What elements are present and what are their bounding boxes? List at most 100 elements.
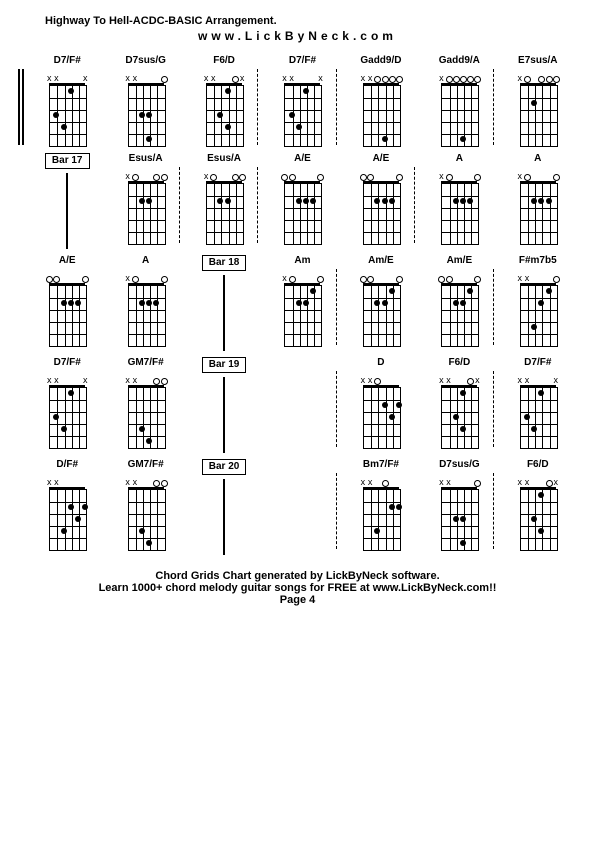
- chord-diagram: x: [277, 271, 327, 347]
- chord-cell: F#m7b5 xx: [501, 255, 575, 351]
- chord-label: A: [142, 255, 149, 269]
- chord-label: Gadd9/A: [439, 55, 480, 69]
- footer-page: Page 4: [10, 594, 585, 606]
- chord-label: D7/F#: [54, 55, 81, 69]
- chord-diagram: xx: [356, 71, 406, 147]
- chord-diagram: xx: [356, 475, 406, 551]
- chord-cell: Bm7/F# xx: [344, 459, 418, 555]
- chord-label: D: [377, 357, 384, 371]
- chord-label: F6/D: [449, 357, 471, 371]
- chord-label: Am/E: [447, 255, 473, 269]
- chord-cell: F6/D xxx: [422, 357, 496, 453]
- chord-cell: Ax: [501, 153, 575, 249]
- chord-label: A/E: [373, 153, 390, 167]
- footer-line2: Learn 1000+ chord melody guitar songs fo…: [10, 582, 585, 594]
- chord-label: D7sus/G: [125, 55, 166, 69]
- chord-label: D7/F#: [524, 357, 551, 371]
- chord-label: Bm7/F#: [363, 459, 399, 473]
- chord-diagram: xxx: [42, 71, 92, 147]
- bar-label: Bar 18: [202, 255, 247, 271]
- bar-label: Bar 17: [45, 153, 90, 169]
- chord-cell: GM7/F#xx: [108, 459, 182, 555]
- chord-cell: Am x: [265, 255, 339, 351]
- chord-diagram: xx: [42, 475, 92, 551]
- chord-cell: Dxx: [344, 357, 418, 453]
- chord-cell: GM7/F# xx: [108, 357, 182, 453]
- chord-label: Gadd9/D: [360, 55, 401, 69]
- chord-diagram: xx: [434, 475, 484, 551]
- chord-diagram: xx: [513, 271, 563, 347]
- bar-cell: Bar 19: [187, 357, 261, 453]
- chord-cell: Ax: [422, 153, 496, 249]
- chord-cell: A/E: [30, 255, 104, 351]
- chord-diagram: xx: [121, 373, 171, 449]
- chord-cell: D7/F# xxx: [30, 55, 104, 147]
- chord-cell: F6/D xxx: [501, 459, 575, 555]
- url-header: www.LickByNeck.com: [10, 29, 585, 43]
- chord-label: F#m7b5: [519, 255, 557, 269]
- chord-cell: D7/F# xxx: [30, 357, 104, 453]
- chord-label: A/E: [294, 153, 311, 167]
- chord-label: F6/D: [213, 55, 235, 69]
- footer-line1: Chord Grids Chart generated by LickByNec…: [10, 570, 585, 582]
- chord-cell: D7sus/G xx: [108, 55, 182, 147]
- chord-diagram: x: [434, 71, 484, 147]
- page-title: Highway To Hell-ACDC-BASIC Arrangement.: [10, 15, 585, 27]
- bar-label: Bar 20: [202, 459, 247, 475]
- empty-cell: [265, 357, 339, 453]
- chord-label: A: [534, 153, 541, 167]
- chord-diagram: [42, 271, 92, 347]
- bar-cell: Bar 18: [187, 255, 261, 351]
- chord-diagram: x: [513, 71, 563, 147]
- chord-diagram: xxx: [513, 475, 563, 551]
- chord-diagram: xxx: [199, 71, 249, 147]
- chord-label: D/F#: [56, 459, 78, 473]
- chord-label: F6/D: [527, 459, 549, 473]
- chord-diagram: xxx: [42, 373, 92, 449]
- chord-diagram: x: [434, 169, 484, 245]
- chord-cell: Esus/A x: [108, 153, 182, 249]
- bar-cell: Bar 17: [30, 153, 104, 249]
- chord-label: E7sus/A: [518, 55, 557, 69]
- chord-cell: F6/D xxx: [187, 55, 261, 147]
- chord-cell: Gadd9/D xx: [344, 55, 418, 147]
- chord-cell: Gadd9/A x: [422, 55, 496, 147]
- chord-cell: D7/F# xxx: [501, 357, 575, 453]
- chord-label: Esus/A: [207, 153, 241, 167]
- chord-label: D7/F#: [54, 357, 81, 371]
- chord-cell: E7sus/A x: [501, 55, 575, 147]
- chord-chart-grid: D7/F#xxxD7sus/GxxF6/DxxxD7/F#xxxGadd9/Dx…: [10, 55, 585, 555]
- bar-label: Bar 19: [202, 357, 247, 373]
- chord-cell: A/E: [344, 153, 418, 249]
- chord-diagram: [434, 271, 484, 347]
- chord-diagram: xx: [356, 373, 406, 449]
- chord-diagram: xxx: [277, 71, 327, 147]
- chord-cell: Esus/A x: [187, 153, 261, 249]
- bar-cell: Bar 20: [187, 459, 261, 555]
- chord-diagram: [356, 271, 406, 347]
- chord-diagram: x: [121, 169, 171, 245]
- chord-diagram: [277, 169, 327, 245]
- chord-label: A: [456, 153, 463, 167]
- chord-label: Esus/A: [129, 153, 163, 167]
- chord-label: A/E: [59, 255, 76, 269]
- chord-label: GM7/F#: [128, 357, 164, 371]
- chord-diagram: xxx: [513, 373, 563, 449]
- chord-diagram: x: [121, 271, 171, 347]
- chord-cell: D7sus/G xx: [422, 459, 496, 555]
- chord-label: GM7/F#: [128, 459, 164, 473]
- chord-label: Am: [294, 255, 310, 269]
- chord-cell: A/E: [265, 153, 339, 249]
- chord-diagram: x: [199, 169, 249, 245]
- footer: Chord Grids Chart generated by LickByNec…: [10, 570, 585, 606]
- empty-cell: [265, 459, 339, 555]
- chord-diagram: xxx: [434, 373, 484, 449]
- chord-diagram: xx: [121, 71, 171, 147]
- chord-cell: Am/E: [422, 255, 496, 351]
- chord-cell: Ax: [108, 255, 182, 351]
- chord-diagram: [356, 169, 406, 245]
- chord-cell: D/F# xx: [30, 459, 104, 555]
- chord-cell: Am/E: [344, 255, 418, 351]
- chord-label: D7/F#: [289, 55, 316, 69]
- chord-label: D7sus/G: [439, 459, 480, 473]
